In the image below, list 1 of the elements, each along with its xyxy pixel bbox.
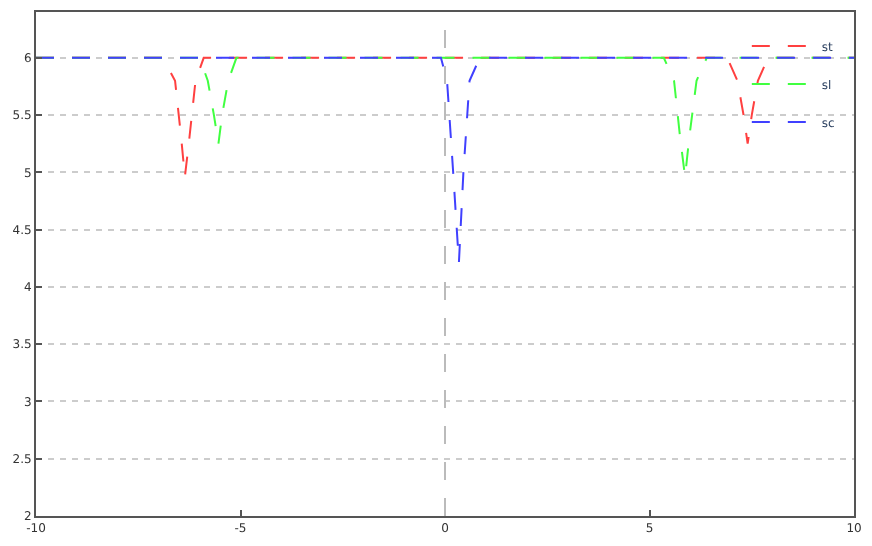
line-series bbox=[36, 56, 854, 264]
